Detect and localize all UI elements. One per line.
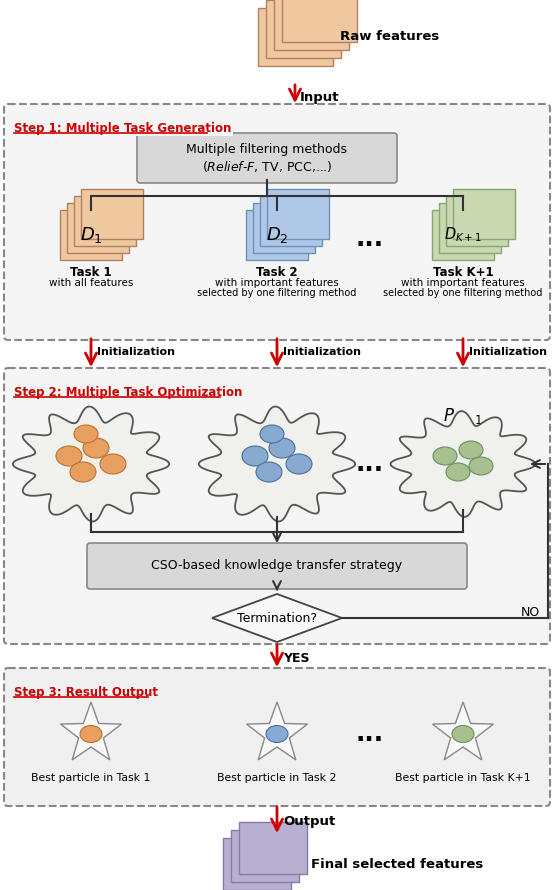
Ellipse shape <box>256 462 282 482</box>
Bar <box>74 196 136 246</box>
Bar <box>258 8 333 66</box>
Bar <box>432 210 494 260</box>
FancyBboxPatch shape <box>137 133 397 183</box>
Text: with important features: with important features <box>215 278 339 288</box>
Ellipse shape <box>286 454 312 474</box>
Polygon shape <box>433 702 494 760</box>
Ellipse shape <box>80 725 102 742</box>
Ellipse shape <box>260 425 284 443</box>
Ellipse shape <box>70 462 96 482</box>
Text: Task 1: Task 1 <box>70 265 112 279</box>
Text: Best particle in Task K+1: Best particle in Task K+1 <box>395 773 531 783</box>
Bar <box>274 0 349 50</box>
Text: with all features: with all features <box>49 278 133 288</box>
Text: ...: ... <box>356 227 384 251</box>
Text: Task 2: Task 2 <box>256 265 298 279</box>
Ellipse shape <box>269 438 295 458</box>
Text: Step 2: Multiple Task Optimization: Step 2: Multiple Task Optimization <box>14 386 243 399</box>
Text: YES: YES <box>283 651 310 665</box>
Bar <box>239 822 307 874</box>
Ellipse shape <box>433 447 457 465</box>
Bar <box>246 210 308 260</box>
Ellipse shape <box>56 446 82 466</box>
Text: Termination?: Termination? <box>237 611 317 625</box>
Text: ...: ... <box>356 452 384 476</box>
Text: Multiple filtering methods: Multiple filtering methods <box>187 143 347 157</box>
FancyBboxPatch shape <box>4 104 550 340</box>
Bar <box>81 189 143 239</box>
Text: $\mathit{D}_{K+1}$: $\mathit{D}_{K+1}$ <box>444 226 482 245</box>
Text: Step 3: Result Output: Step 3: Result Output <box>14 686 158 699</box>
Text: with important features: with important features <box>401 278 525 288</box>
Bar <box>446 196 508 246</box>
Text: Initialization: Initialization <box>97 347 175 357</box>
Polygon shape <box>13 407 169 522</box>
Ellipse shape <box>83 438 109 458</box>
Text: Task K+1: Task K+1 <box>433 265 493 279</box>
Text: Initialization: Initialization <box>469 347 547 357</box>
Text: Raw features: Raw features <box>340 30 439 44</box>
Polygon shape <box>60 702 121 760</box>
FancyBboxPatch shape <box>4 668 550 806</box>
Ellipse shape <box>446 463 470 481</box>
Text: Output: Output <box>283 815 335 829</box>
Ellipse shape <box>459 441 483 459</box>
Text: $P_{K+1}$: $P_{K+1}$ <box>443 406 483 426</box>
Text: $P_1$: $P_1$ <box>82 406 100 426</box>
Polygon shape <box>199 407 355 522</box>
Bar <box>253 203 315 253</box>
Ellipse shape <box>266 725 288 742</box>
Text: Best particle in Task 2: Best particle in Task 2 <box>217 773 337 783</box>
Polygon shape <box>212 594 342 642</box>
Text: Best particle in Task 1: Best particle in Task 1 <box>32 773 151 783</box>
Text: ...: ... <box>356 722 384 746</box>
Bar <box>260 196 322 246</box>
Text: $P_2$: $P_2$ <box>268 406 286 426</box>
Bar <box>267 189 329 239</box>
Text: selected by one filtering method: selected by one filtering method <box>197 288 357 298</box>
Text: ($\mathit{Relief}$-$\mathit{F}$, TV, PCC,...): ($\mathit{Relief}$-$\mathit{F}$, TV, PCC… <box>202 158 332 174</box>
FancyBboxPatch shape <box>4 368 550 644</box>
Text: Final selected features: Final selected features <box>311 857 483 870</box>
Text: selected by one filtering method: selected by one filtering method <box>383 288 543 298</box>
Bar <box>223 838 291 890</box>
Polygon shape <box>247 702 307 760</box>
Text: Step 1: Multiple Task Generation: Step 1: Multiple Task Generation <box>14 122 232 135</box>
Text: Input: Input <box>300 92 340 104</box>
Ellipse shape <box>469 457 493 475</box>
Bar <box>60 210 122 260</box>
Bar <box>453 189 515 239</box>
Text: $\mathit{D}_2$: $\mathit{D}_2$ <box>266 225 288 245</box>
Polygon shape <box>391 411 536 517</box>
Bar <box>231 830 299 882</box>
Bar <box>282 0 357 42</box>
Ellipse shape <box>242 446 268 466</box>
Text: NO: NO <box>520 605 540 619</box>
Text: Initialization: Initialization <box>283 347 361 357</box>
Text: CSO-based knowledge transfer strategy: CSO-based knowledge transfer strategy <box>151 560 403 572</box>
Bar <box>439 203 501 253</box>
Text: $\mathit{D}_1$: $\mathit{D}_1$ <box>80 225 102 245</box>
FancyBboxPatch shape <box>87 543 467 589</box>
Ellipse shape <box>100 454 126 474</box>
Ellipse shape <box>74 425 98 443</box>
Ellipse shape <box>452 725 474 742</box>
Bar <box>266 0 341 58</box>
Bar <box>67 203 129 253</box>
